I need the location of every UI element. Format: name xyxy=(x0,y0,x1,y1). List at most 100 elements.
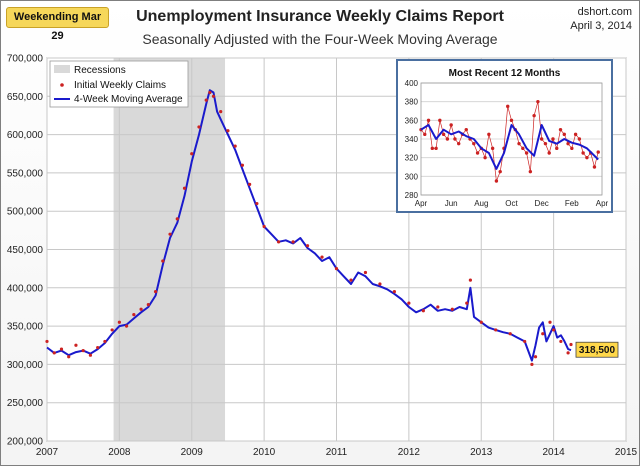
claims-point xyxy=(197,125,201,129)
claims-point xyxy=(305,244,310,248)
claims-point xyxy=(421,309,425,313)
inset-frame xyxy=(396,59,613,213)
source-block: dshort.com April 3, 2014 xyxy=(570,5,632,33)
inset-claims-point xyxy=(483,155,487,160)
claims-point xyxy=(450,307,454,311)
inset-claims-point xyxy=(464,127,468,132)
source-name: dshort.com xyxy=(577,6,632,18)
inset-claims-point xyxy=(494,179,499,183)
claims-point xyxy=(182,186,187,190)
inset-claims-point xyxy=(423,132,427,137)
latest-value-label: 318,500 xyxy=(579,345,616,356)
x-tick-label: 2011 xyxy=(326,447,348,458)
claims-point xyxy=(208,90,212,95)
claims-point xyxy=(88,353,93,357)
claims-point xyxy=(569,342,573,347)
inset-claims-point xyxy=(445,137,450,141)
claims-point xyxy=(559,339,563,344)
inset-claims-point xyxy=(517,141,521,146)
x-tick-label: 2009 xyxy=(181,447,204,458)
inset-y-tick-label: 320 xyxy=(405,154,419,163)
x-tick-label: 2012 xyxy=(398,447,421,458)
report-date: April 3, 2014 xyxy=(570,20,632,32)
inset-x-tick-label: Oct xyxy=(505,199,518,208)
y-tick-label: 350,000 xyxy=(7,322,44,333)
legend-claims-marker xyxy=(60,83,64,87)
legend-box xyxy=(49,60,189,108)
y-tick-label: 250,000 xyxy=(7,398,44,409)
x-tick-label: 2008 xyxy=(108,447,131,458)
week-badge: Weekending Mar 29 xyxy=(6,7,109,42)
claims-point xyxy=(566,351,570,355)
inset-claims-point xyxy=(449,123,453,127)
claims-point xyxy=(541,332,545,336)
inset-y-tick-label: 380 xyxy=(405,98,419,107)
claims-point xyxy=(530,362,534,366)
claims-point xyxy=(153,290,158,294)
claims-point xyxy=(110,328,114,332)
inset-claims-point xyxy=(547,151,551,155)
inset-x-tick-label: Aug xyxy=(474,199,488,208)
claims-point xyxy=(436,305,440,309)
claims-point xyxy=(392,290,396,294)
inset-x-tick-label: Jun xyxy=(445,199,458,208)
claims-point xyxy=(103,339,107,344)
inset-claims-point xyxy=(524,151,529,155)
inset-y-tick-label: 360 xyxy=(405,116,419,125)
claims-point xyxy=(139,307,143,311)
inset-claims-point xyxy=(453,137,457,141)
inset-plot-area xyxy=(420,82,603,196)
claims-point xyxy=(96,345,100,350)
inset-x-tick-label: Apr xyxy=(596,199,609,208)
inset-claims-point xyxy=(532,113,536,118)
inset-claims-point xyxy=(487,132,491,137)
latest-value-box xyxy=(575,341,619,358)
inset-claims-point xyxy=(555,146,559,151)
inset-claims-point xyxy=(551,137,555,141)
claims-point xyxy=(219,110,223,114)
claims-point xyxy=(81,349,85,353)
claims-point xyxy=(523,339,527,344)
inset-y-tick-label: 300 xyxy=(405,172,419,181)
claims-point xyxy=(479,320,483,324)
inset-claims-point xyxy=(472,141,476,146)
y-tick-label: 300,000 xyxy=(7,360,44,371)
claims-point xyxy=(190,152,194,156)
legend-average-label: 4-Week Moving Average xyxy=(74,94,183,105)
claims-point xyxy=(175,217,179,221)
claims-point xyxy=(552,328,556,332)
claims-point xyxy=(59,347,64,351)
inset-claims-point xyxy=(521,146,525,151)
inset-claims-point xyxy=(543,141,548,146)
claims-point xyxy=(117,320,121,324)
inset-claims-point xyxy=(566,141,570,146)
claims-point xyxy=(45,339,49,344)
inset-claims-point xyxy=(506,104,510,109)
inset-claims-point xyxy=(498,169,502,174)
claims-point xyxy=(262,224,266,229)
y-tick-label: 450,000 xyxy=(7,245,44,256)
inset-x-tick-label: Dec xyxy=(535,199,549,208)
claims-point xyxy=(363,270,368,275)
inset-claims-point xyxy=(475,151,480,155)
claims-point xyxy=(52,351,56,355)
inset-claims-point xyxy=(581,151,585,155)
inset-claims-point xyxy=(441,132,446,137)
x-tick-label: 2015 xyxy=(615,447,638,458)
inset-claims-point xyxy=(528,169,533,174)
inset-y-tick-label: 400 xyxy=(405,79,419,88)
inset-claims-point xyxy=(438,118,442,123)
y-tick-label: 400,000 xyxy=(7,283,44,294)
inset-claims-point xyxy=(596,150,600,154)
claims-point xyxy=(277,240,281,244)
x-tick-label: 2014 xyxy=(543,447,566,458)
inset-claims-point xyxy=(490,146,495,151)
inset-y-tick-label: 340 xyxy=(405,135,419,144)
claims-point xyxy=(132,313,136,317)
claims-point xyxy=(204,98,208,102)
claims-point xyxy=(349,278,353,282)
legend-recessions-label: Recessions xyxy=(74,65,126,76)
claims-point xyxy=(407,301,411,305)
claims-point xyxy=(508,332,512,336)
claims-point xyxy=(146,303,150,307)
